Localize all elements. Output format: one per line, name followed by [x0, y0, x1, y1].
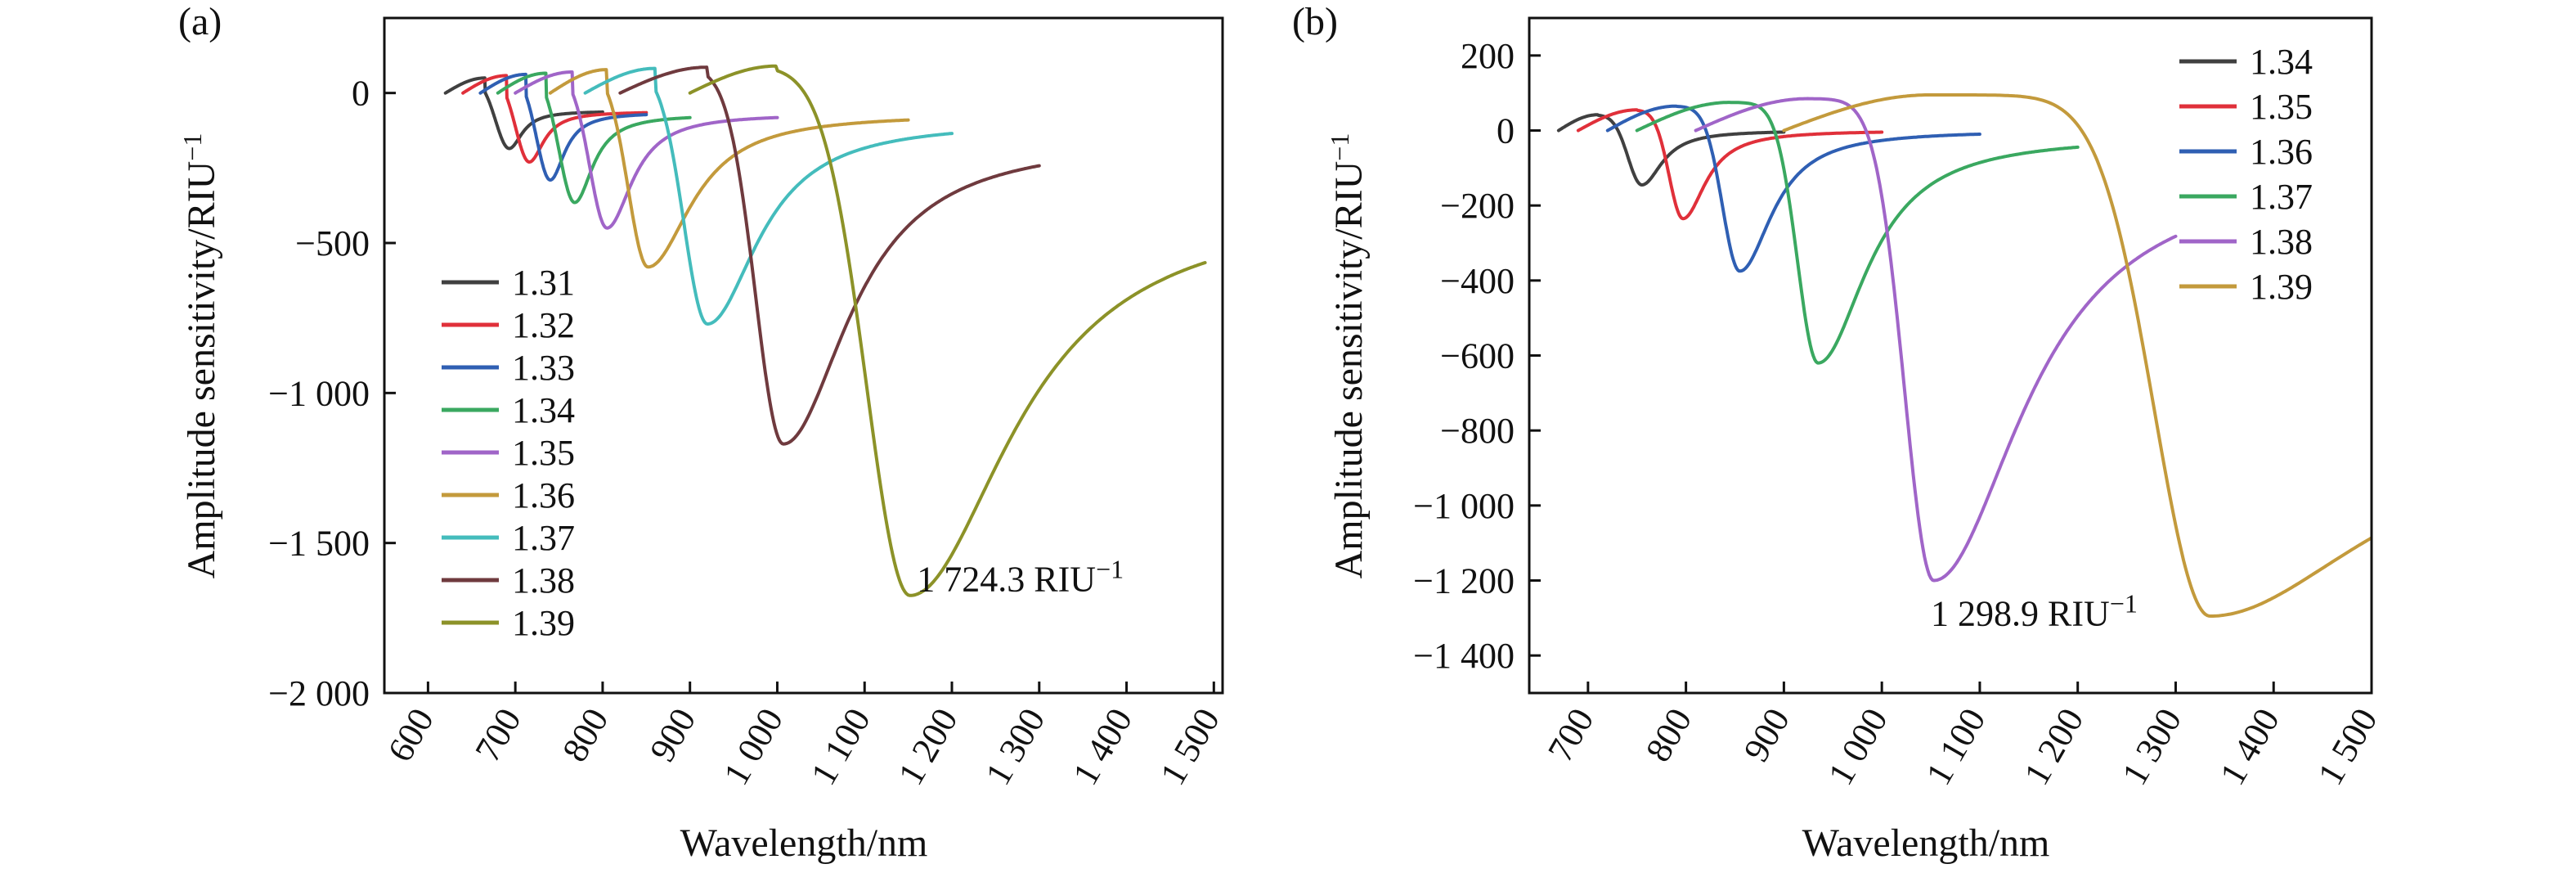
legend: 1.34 1.35 1.36 1.37 1.38 1.39	[2179, 42, 2313, 307]
y-tick-label: 0	[1497, 111, 1515, 151]
panel-label: (b)	[1292, 0, 1338, 43]
series-group	[1556, 93, 2372, 618]
y-tick-label: −1 200	[1413, 561, 1515, 601]
x-tick-label: 800	[554, 702, 616, 769]
y-tick-label: −500	[295, 223, 370, 263]
annotation-sup: −1	[2110, 589, 2138, 619]
series-line-1-39	[1782, 93, 2372, 618]
y-tick-label: −1 400	[1413, 636, 1515, 676]
x-tick-label: 900	[642, 702, 703, 769]
legend-label: 1.32	[512, 305, 575, 345]
x-tick-label: 800	[1638, 702, 1699, 769]
y-axis-title-sup: −1	[1325, 133, 1354, 161]
series-group	[443, 64, 1207, 597]
series-line-1-36	[1605, 104, 1981, 273]
y-tick-label: −600	[1440, 336, 1515, 376]
series-line-1-33	[478, 72, 648, 182]
legend-label: 1.37	[512, 518, 575, 558]
x-tick-label: 1 200	[891, 702, 966, 792]
y-axis-title: Amplitude sensitivity/RIU−1	[1325, 133, 1371, 579]
annotation-label: 1 724.3 RIU−1	[917, 554, 1124, 599]
x-axis-title: Wavelength/nm	[1802, 821, 2050, 865]
series-line-1-39	[688, 64, 1207, 597]
legend-label: 1.39	[2250, 267, 2313, 307]
legend-label: 1.36	[512, 475, 575, 515]
y-tick-label: −200	[1440, 186, 1515, 226]
panel-b-chart: 700 800 900 1 000 1 100 1 200 1 300 1 400 1 500 2…	[1292, 0, 2385, 865]
annotation-sup: −1	[1096, 554, 1124, 583]
series-line-1-38	[618, 65, 1041, 446]
legend-label: 1.36	[2250, 132, 2313, 172]
annotation-text: 1 724.3 RIU	[917, 559, 1096, 599]
x-tick-label: 1 500	[1152, 702, 1227, 792]
legend-label: 1.35	[512, 433, 575, 473]
series-line-1-38	[1694, 97, 2178, 583]
y-tick-label: −1 000	[1413, 486, 1515, 526]
series-line-1-37	[1635, 101, 2080, 365]
plot-frame	[383, 16, 1224, 695]
y-axis-title-sup: −1	[177, 133, 207, 161]
x-tick-label: 1 100	[803, 702, 878, 792]
x-tick-label: 1 000	[716, 702, 791, 792]
y-tick-label: −800	[1440, 411, 1515, 451]
x-tick-label: 1 400	[2212, 702, 2287, 792]
legend: 1.311.321.331.341.351.361.371.381.39	[442, 263, 575, 643]
y-axis-title: Amplitude sensitivity/RIU−1	[177, 133, 223, 579]
series-line-1-36	[548, 68, 910, 269]
panel-a-chart: 600 700 800 900 1 000 1 100 1 200 1 300 1 400 1 5…	[177, 0, 1227, 865]
legend-label: 1.38	[512, 560, 575, 601]
series-line-1-34	[1556, 113, 1786, 187]
x-tick-label: 1 000	[1820, 702, 1896, 792]
series-line-1-31	[443, 76, 604, 151]
x-tick-label: 700	[467, 702, 528, 769]
y-axis-title-text: Amplitude sensitivity/RIU	[180, 161, 223, 579]
legend-label: 1.35	[2250, 87, 2313, 127]
y-axis-title-text: Amplitude sensitivity/RIU	[1327, 161, 1371, 579]
legend-label: 1.39	[512, 603, 575, 643]
x-tick-label: 1 200	[2016, 702, 2091, 792]
legend-label: 1.33	[512, 348, 575, 388]
x-tick-label: 1 300	[2114, 702, 2189, 792]
series-line-1-37	[583, 66, 954, 326]
y-tick-label: −400	[1440, 261, 1515, 301]
legend-label: 1.38	[2250, 222, 2313, 262]
legend-label: 1.37	[2250, 177, 2313, 217]
annotation-label: 1 298.9 RIU−1	[1931, 589, 2138, 634]
series-line-1-35	[1576, 108, 1884, 221]
y-tick-label: 0	[352, 74, 370, 114]
x-tick-label: 900	[1736, 702, 1797, 769]
y-tick-label: −1 000	[268, 373, 370, 413]
y-tick-label: −1 500	[268, 524, 370, 564]
x-tick-label: 600	[380, 702, 442, 769]
x-tick-label: 1 500	[2310, 702, 2385, 792]
legend-label: 1.34	[512, 390, 575, 430]
plot-frame	[1528, 16, 2373, 695]
x-tick-label: 1 400	[1065, 702, 1140, 792]
legend-label: 1.31	[512, 263, 575, 303]
y-tick-label: −2 000	[268, 673, 370, 713]
legend-label: 1.34	[2250, 42, 2313, 82]
panel-label: (a)	[178, 0, 222, 43]
annotation-text: 1 298.9 RIU	[1931, 594, 2110, 634]
x-axis-title: Wavelength/nm	[680, 821, 928, 865]
x-tick-label: 1 300	[978, 702, 1053, 792]
y-tick-label: 200	[1461, 36, 1515, 76]
series-line-1-35	[514, 70, 779, 230]
x-tick-label: 1 100	[1919, 702, 1994, 792]
x-tick-label: 700	[1540, 702, 1601, 769]
series-line-1-34	[496, 71, 692, 205]
